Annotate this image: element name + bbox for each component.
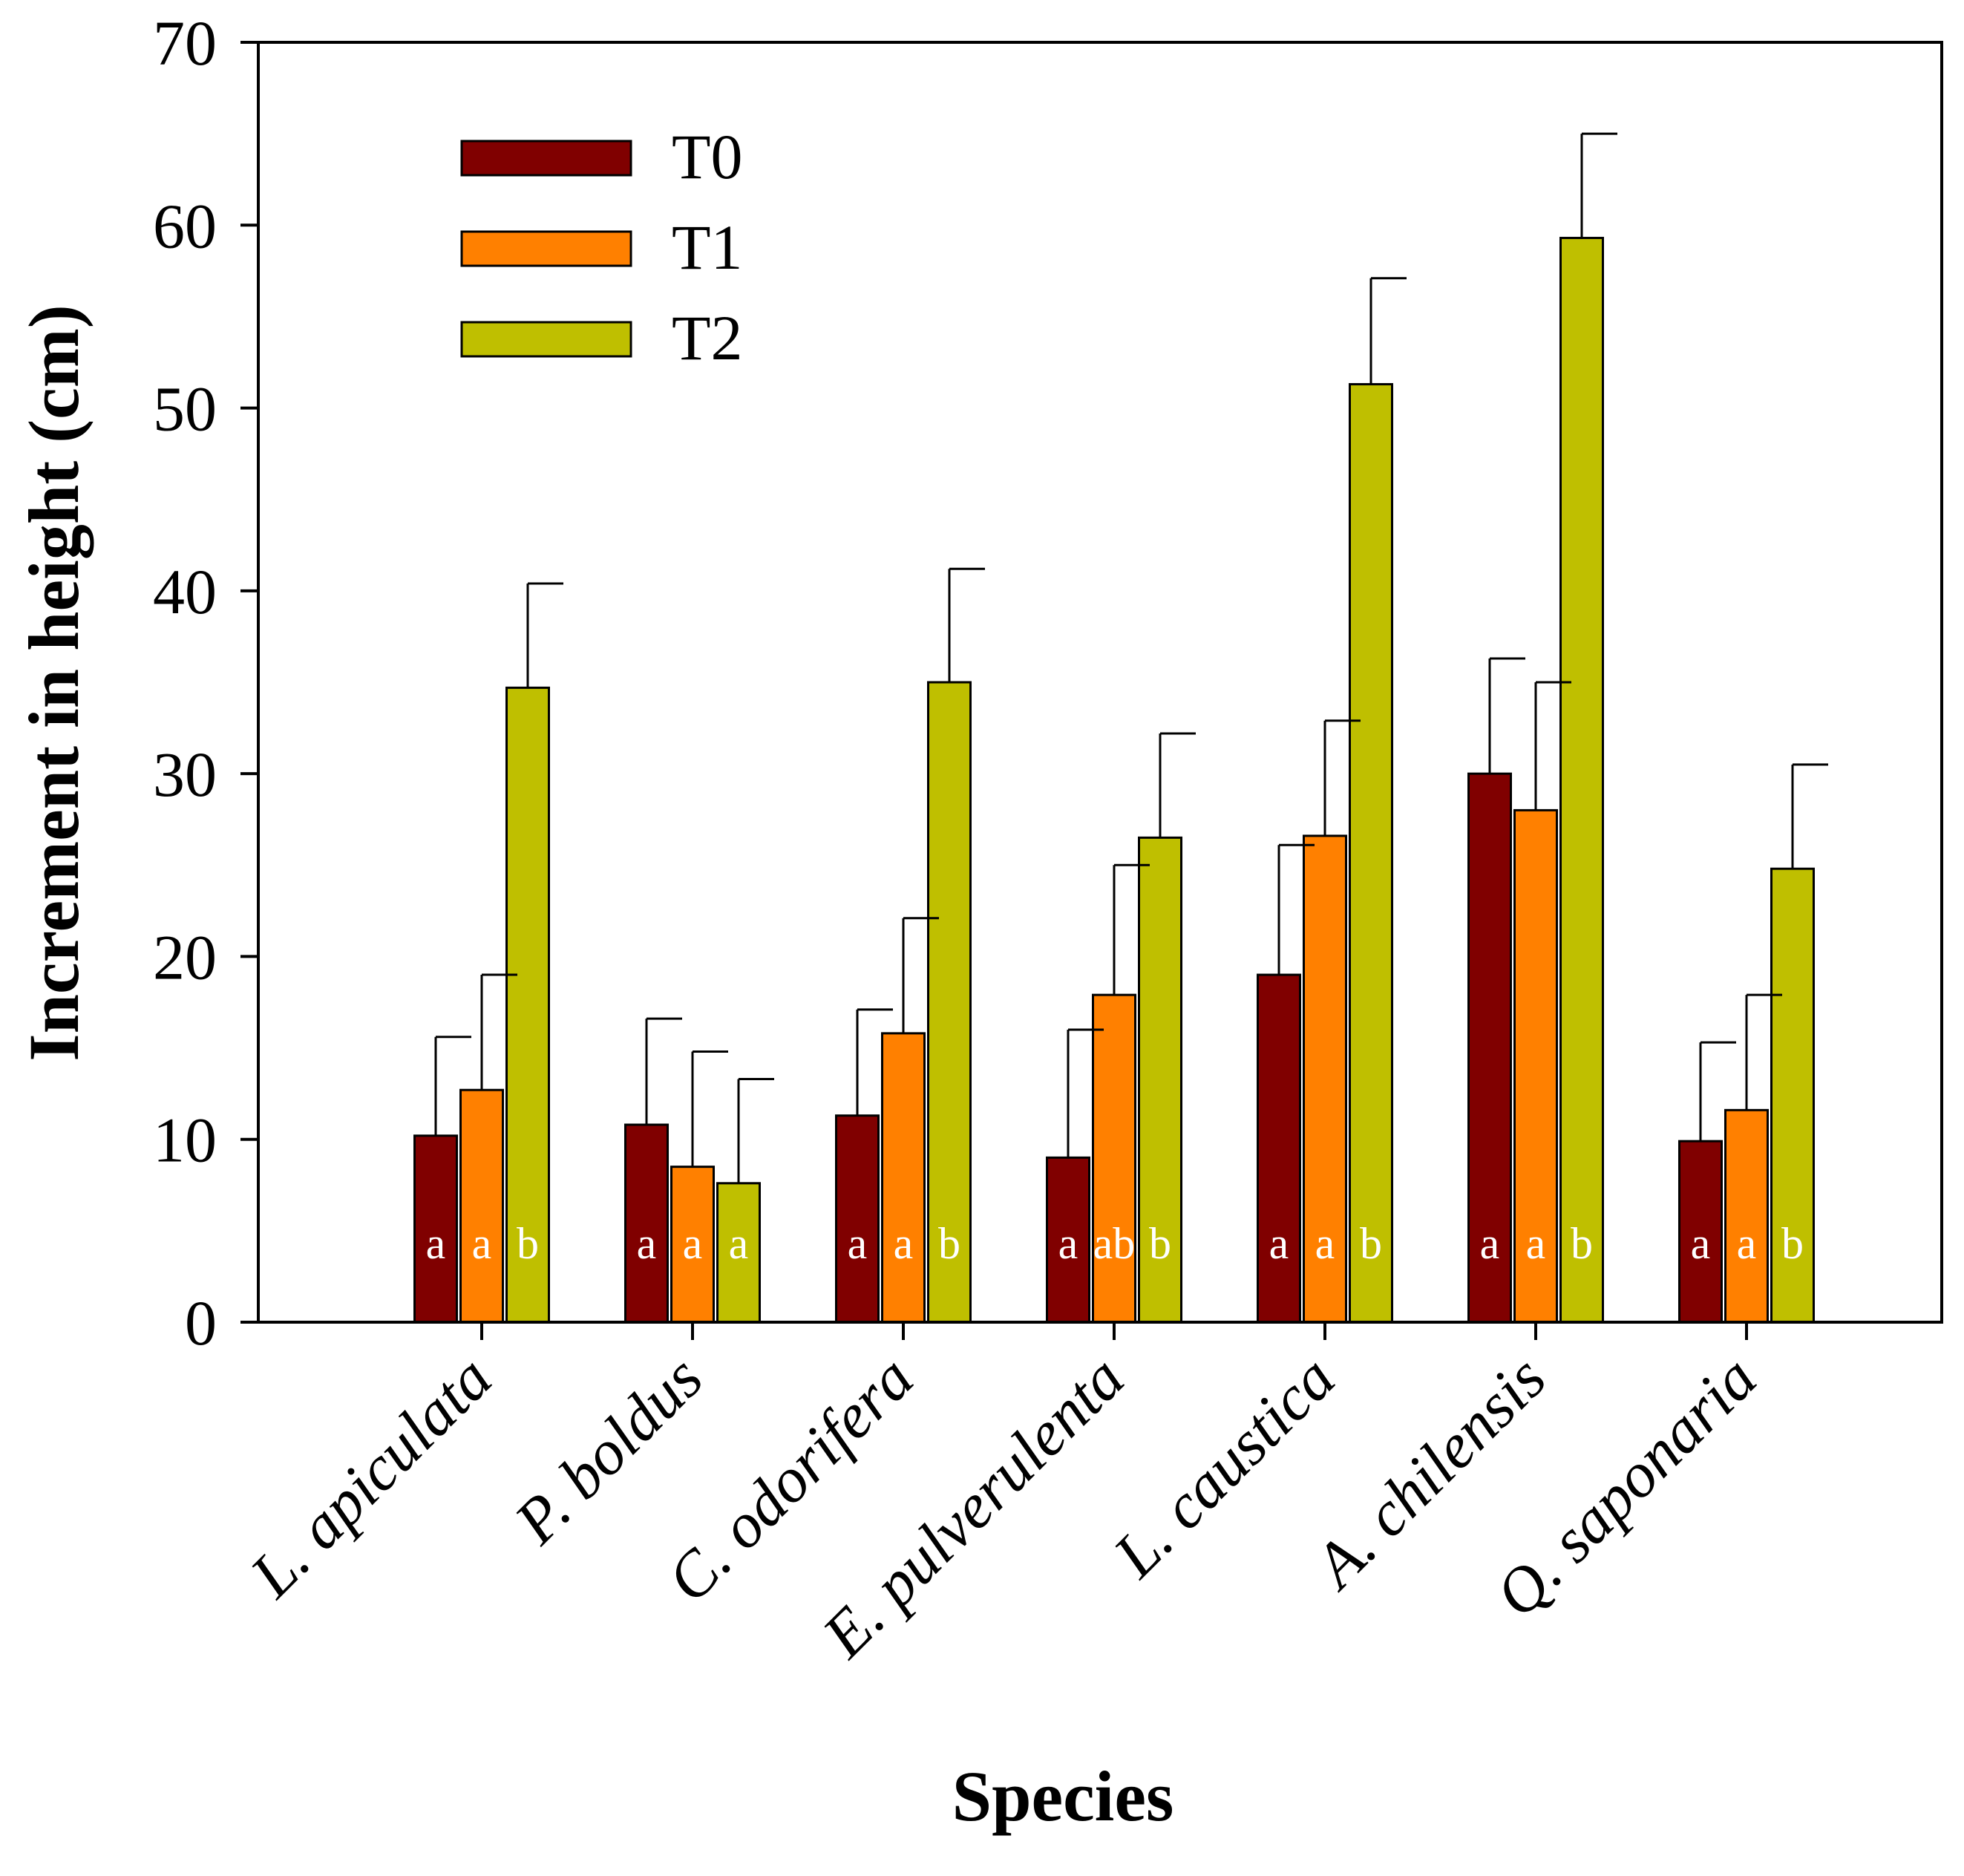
significance-letter-t1-6: a: [1737, 1219, 1757, 1268]
significance-letters-layer: a a b a a a a a b a ab b a a b a a b a a b: [426, 1219, 1804, 1268]
significance-letter-t0-4: a: [1269, 1219, 1289, 1268]
significance-letter-t0-5: a: [1480, 1219, 1500, 1268]
bar-t0-0: [413, 1134, 458, 1324]
legend-swatch-t2: [460, 321, 632, 358]
significance-letter-t0-6: a: [1691, 1219, 1711, 1268]
significance-letter-t2-6: b: [1781, 1219, 1804, 1268]
bar-t2-3: [1138, 836, 1182, 1324]
significance-letter-t2-4: b: [1360, 1219, 1382, 1268]
significance-letter-t1-4: a: [1315, 1219, 1335, 1268]
bar-t2-4: [1349, 383, 1393, 1324]
legend-swatch-t1: [460, 230, 632, 267]
significance-letter-t2-3: b: [1149, 1219, 1171, 1268]
significance-letter-t2-5: b: [1571, 1219, 1593, 1268]
significance-letter-t2-2: b: [938, 1219, 960, 1268]
y-tick-label-1: 10: [153, 1105, 217, 1176]
bar-t1-3: [1092, 993, 1136, 1324]
legend-label-t1: T1: [672, 212, 743, 283]
y-tick-label-6: 60: [153, 190, 217, 261]
bar-t1-6: [1724, 1108, 1769, 1324]
y-tick-label-0: 0: [185, 1287, 217, 1359]
significance-letter-t1-3: ab: [1093, 1219, 1136, 1268]
significance-letter-t0-0: a: [426, 1219, 446, 1268]
plot-frame: [257, 41, 1943, 1324]
significance-letter-t2-1: a: [729, 1219, 749, 1268]
y-tick-label-7: 70: [153, 7, 217, 79]
significance-letter-t2-0: b: [517, 1219, 539, 1268]
bar-t0-5: [1467, 772, 1512, 1324]
y-axis-title: Increment in height (cm): [14, 304, 94, 1061]
legend-label-t2: T2: [672, 302, 743, 373]
x-axis-title: Species: [952, 1756, 1174, 1836]
legend: T0 T1 T2: [460, 121, 743, 373]
bars-layer: [413, 237, 1815, 1324]
bar-t2-2: [927, 681, 972, 1324]
error-bars-layer: [434, 132, 1828, 1183]
y-axis: 0 10 20 30 40 50 60 70: [153, 7, 258, 1359]
y-tick-label-5: 50: [153, 373, 217, 445]
bar-t0-6: [1678, 1140, 1723, 1324]
legend-swatch-t0: [460, 140, 632, 177]
significance-letter-t0-2: a: [848, 1219, 868, 1268]
significance-letter-t0-1: a: [637, 1219, 657, 1268]
y-tick-label-2: 20: [153, 921, 217, 993]
bar-t2-5: [1559, 237, 1604, 1324]
y-tick-label-4: 40: [153, 556, 217, 627]
bar-t2-0: [505, 686, 550, 1324]
bar-t0-4: [1257, 973, 1301, 1324]
bar-t1-5: [1513, 808, 1558, 1324]
legend-label-t0: T0: [672, 121, 743, 192]
bar-t1-0: [459, 1088, 504, 1324]
bar-t0-2: [835, 1114, 880, 1324]
bar-t1-2: [881, 1032, 926, 1324]
significance-letter-t1-1: a: [683, 1219, 703, 1268]
y-tick-label-3: 30: [153, 739, 217, 810]
significance-letter-t0-3: a: [1058, 1219, 1078, 1268]
significance-letter-t1-0: a: [472, 1219, 492, 1268]
significance-letter-t1-5: a: [1526, 1219, 1546, 1268]
significance-letter-t1-2: a: [894, 1219, 914, 1268]
